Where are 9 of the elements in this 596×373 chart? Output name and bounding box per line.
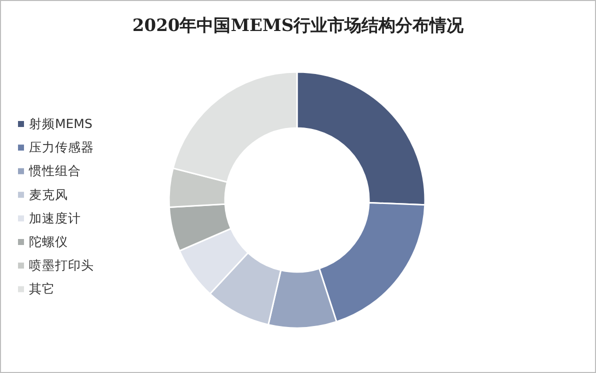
legend-label: 压力传感器 bbox=[29, 140, 94, 155]
chart-title: 2020年中国MEMS行业市场结构分布情况 bbox=[132, 16, 465, 36]
legend-label: 加速度计 bbox=[29, 210, 81, 226]
legend-label: 陀螺仪 bbox=[29, 234, 68, 249]
legend-label: 惯性组合 bbox=[28, 163, 81, 178]
legend-label: 射频MEMS bbox=[29, 116, 92, 131]
legend-label: 其它 bbox=[29, 281, 55, 296]
legend-label: 喷墨打印头 bbox=[29, 258, 94, 273]
legend-label: 麦克风 bbox=[29, 186, 68, 202]
